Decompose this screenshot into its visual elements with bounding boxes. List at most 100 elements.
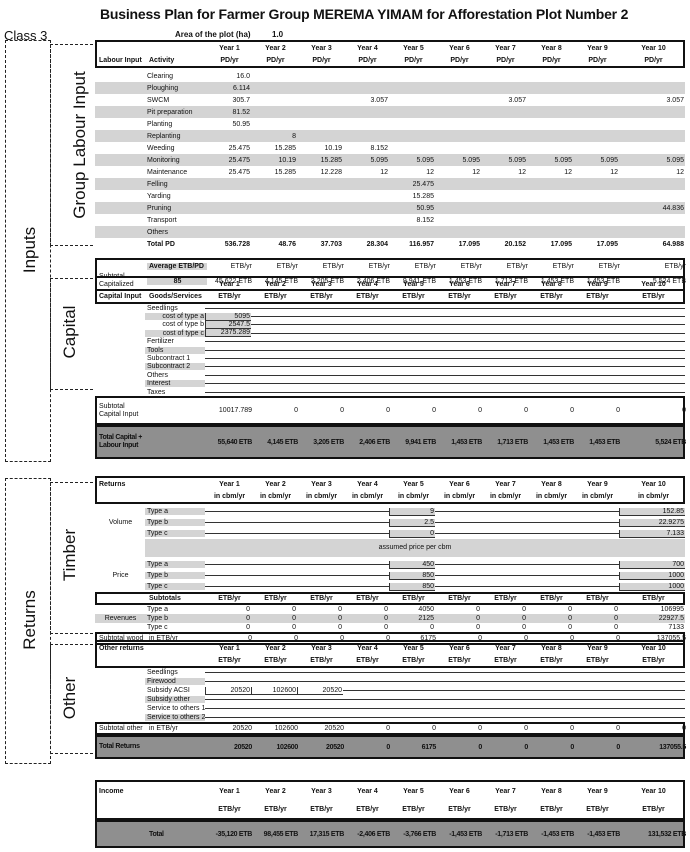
value-cell xyxy=(389,307,435,309)
value-cell: 1,713 ETB xyxy=(494,277,528,285)
value-cell xyxy=(619,332,685,334)
goods-label: Taxes xyxy=(147,388,166,396)
type-label: Type c xyxy=(145,583,205,590)
year-header: Year 4 xyxy=(357,480,378,488)
year-header: Year 8 xyxy=(541,280,562,288)
value-cell: 5.095 xyxy=(462,156,480,164)
value-cell xyxy=(251,358,297,360)
value-cell xyxy=(251,366,297,368)
value-cell xyxy=(297,324,343,326)
timber-table: Returns Year 1 Year 2 Year 3 Year 4 Year 5 Yea… xyxy=(95,476,686,645)
unit-header: ETB/yr xyxy=(356,805,379,813)
value-cell xyxy=(573,681,619,682)
table-row: Maintenance 25.475 15.285 12.228 12 12 12 12 12 1… xyxy=(95,166,685,178)
table-row: in cbm/yr in cbm/yr in cbm/yr in cbm/yr in c… xyxy=(97,490,683,502)
value-cell: 0 xyxy=(522,615,526,622)
table-row: Replanting 8 xyxy=(95,130,685,142)
table-row: Yarding 15.285 xyxy=(95,190,685,202)
value-cell: 2375.289 xyxy=(205,329,251,338)
value-cell xyxy=(481,511,527,512)
value-cell: 2,406 ETB xyxy=(356,277,390,285)
value-cell: 0 xyxy=(340,407,344,415)
income-table: Income Year 1 Year 2 Year 3 Year 4 Year 5 Year… xyxy=(95,780,686,848)
year-header: Year 9 xyxy=(587,480,608,488)
table-row: Year 1 Year 2 Year 3 Year 4 Year 5 Year 6 Year… xyxy=(97,42,683,54)
unit-header: ETB/yr xyxy=(642,292,665,300)
value-cell: 12 xyxy=(380,168,388,176)
value-cell xyxy=(527,374,573,376)
table-row: Income Year 1 Year 2 Year 3 Year 4 Year 5 Year… xyxy=(97,782,683,800)
class-label: Class 3 xyxy=(4,28,48,43)
value-cell: 0 xyxy=(522,606,526,613)
year-header: Year 4 xyxy=(357,44,378,52)
subtotals-label: Subtotals xyxy=(149,595,181,602)
type-label: Type a xyxy=(145,561,205,568)
price-note: assumed price per cbm xyxy=(145,539,685,557)
value-cell xyxy=(527,690,573,691)
goods-label: Others xyxy=(147,371,169,379)
value-cell xyxy=(205,358,251,360)
value-cell xyxy=(435,332,481,334)
value-cell xyxy=(435,690,481,691)
value-cell xyxy=(297,349,343,351)
unit-header: in cbm/yr xyxy=(637,492,670,500)
table-row: Revenues Type b 0 0 0 0 2125 0 0 0 0 22927.5 xyxy=(95,614,685,623)
unit-header: ETB/yr xyxy=(264,292,287,300)
value-cell: 0 xyxy=(524,407,528,415)
value-cell xyxy=(389,324,435,326)
table-row: Capital Input Goods/Services ETB/yr ETB/yr E… xyxy=(97,290,683,302)
year-header: Year 2 xyxy=(265,280,286,288)
unit-cell: ETB/yr xyxy=(552,263,574,270)
value-cell xyxy=(527,358,573,360)
value-cell: 0 xyxy=(292,606,296,613)
year-header: Year 6 xyxy=(449,480,470,488)
value-cell xyxy=(435,366,481,368)
value-cell: 0 xyxy=(248,635,252,642)
value-cell xyxy=(435,349,481,351)
value-cell xyxy=(297,533,343,534)
value-cell: 0 xyxy=(616,743,620,751)
table-row: Subtotal other in ETB/yr 20520 102600 20520 0… xyxy=(97,724,686,733)
unit-header: ETB/yr xyxy=(494,805,517,813)
value-cell: 0 xyxy=(294,635,298,642)
value-cell xyxy=(435,358,481,360)
value-cell xyxy=(573,717,619,718)
avg-value: 85 xyxy=(147,277,207,285)
value-cell: 50.95 xyxy=(416,204,434,212)
value-cell xyxy=(527,349,573,351)
value-cell xyxy=(343,533,389,534)
value-cell xyxy=(389,391,435,393)
value-cell xyxy=(573,522,619,523)
value-cell xyxy=(389,349,435,351)
value-cell: 12 xyxy=(518,168,526,176)
value-cell: 0 xyxy=(246,606,250,613)
table-row: Subsidy other xyxy=(95,695,685,704)
value-cell: 0 xyxy=(338,615,342,622)
value-cell xyxy=(481,324,527,326)
value-cell: 12 xyxy=(472,168,480,176)
value-cell: 20520 xyxy=(324,725,344,732)
value-cell: 3.057 xyxy=(508,96,526,104)
value-cell: 12 xyxy=(610,168,618,176)
value-cell xyxy=(619,358,685,360)
subtotal-label: Subtotal wood xyxy=(99,635,144,642)
value-cell xyxy=(619,717,685,718)
year-header: Year 8 xyxy=(541,44,562,52)
value-cell: 1,453 ETB xyxy=(451,438,482,446)
value-cell xyxy=(205,681,251,682)
goods-label: cost of type a xyxy=(145,313,205,321)
unit-cell: ETB/yr xyxy=(322,263,344,270)
value-cell xyxy=(251,522,297,523)
value-cell xyxy=(297,522,343,523)
value-cell: 5.095 xyxy=(600,156,618,164)
value-cell xyxy=(343,332,389,334)
value-cell xyxy=(343,564,389,565)
value-cell xyxy=(481,586,527,587)
value-cell: 25.475 xyxy=(228,156,250,164)
table-block: Seedlings Firewood Subsidy ACSI 20520 102600… xyxy=(95,668,685,722)
value-cell: 5.095 xyxy=(666,156,684,164)
value-cell xyxy=(573,307,619,309)
type-label: Type c xyxy=(147,624,168,631)
timber-label: Timber xyxy=(60,528,79,582)
year-header: Year 2 xyxy=(265,787,286,795)
